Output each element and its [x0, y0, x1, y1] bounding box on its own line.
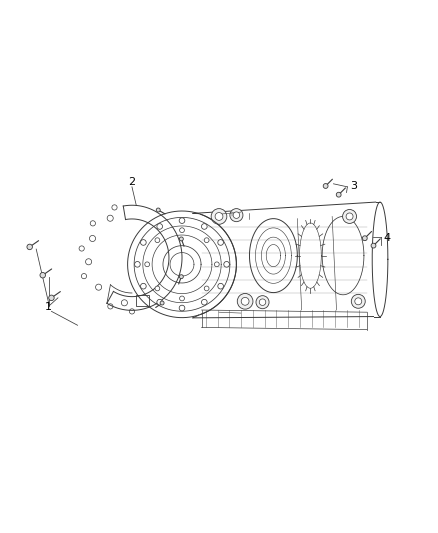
Text: 2: 2	[128, 176, 135, 187]
Circle shape	[362, 236, 367, 240]
Circle shape	[180, 274, 184, 279]
Circle shape	[323, 183, 328, 188]
Circle shape	[156, 208, 160, 212]
Circle shape	[179, 218, 185, 223]
Circle shape	[233, 212, 240, 219]
Circle shape	[215, 262, 219, 266]
Circle shape	[81, 273, 87, 279]
Circle shape	[211, 208, 227, 224]
Circle shape	[155, 238, 160, 243]
Circle shape	[237, 294, 253, 309]
Circle shape	[180, 237, 184, 241]
Circle shape	[108, 304, 113, 309]
Circle shape	[134, 262, 140, 267]
Circle shape	[201, 224, 207, 229]
Circle shape	[145, 262, 150, 266]
Circle shape	[256, 296, 269, 309]
Circle shape	[107, 215, 113, 221]
Circle shape	[90, 221, 95, 226]
Polygon shape	[136, 295, 149, 305]
Circle shape	[179, 305, 185, 311]
Circle shape	[160, 301, 164, 305]
Circle shape	[224, 262, 230, 267]
Circle shape	[141, 284, 146, 289]
Circle shape	[79, 246, 84, 251]
Circle shape	[40, 272, 46, 278]
Circle shape	[27, 244, 32, 249]
Text: 4: 4	[383, 233, 390, 243]
Circle shape	[218, 284, 223, 289]
Circle shape	[241, 297, 249, 305]
Circle shape	[371, 243, 376, 248]
Circle shape	[112, 205, 117, 210]
Text: 1: 1	[44, 302, 51, 312]
Circle shape	[346, 213, 353, 220]
Circle shape	[259, 299, 266, 305]
Text: 3: 3	[350, 181, 357, 191]
Circle shape	[155, 286, 160, 291]
Circle shape	[218, 240, 223, 245]
Circle shape	[343, 209, 357, 223]
Circle shape	[355, 298, 362, 305]
Circle shape	[49, 295, 54, 301]
Circle shape	[141, 240, 146, 245]
Circle shape	[129, 309, 134, 314]
Circle shape	[95, 284, 102, 290]
Circle shape	[180, 228, 184, 232]
Circle shape	[89, 236, 95, 241]
Circle shape	[204, 238, 209, 243]
Circle shape	[85, 259, 92, 265]
Circle shape	[351, 294, 365, 308]
Circle shape	[121, 300, 127, 306]
Circle shape	[201, 300, 207, 305]
Circle shape	[336, 192, 341, 197]
Circle shape	[230, 208, 243, 222]
Circle shape	[157, 224, 162, 229]
Circle shape	[215, 213, 223, 220]
Circle shape	[180, 296, 184, 301]
Circle shape	[204, 286, 209, 291]
Circle shape	[157, 300, 162, 305]
